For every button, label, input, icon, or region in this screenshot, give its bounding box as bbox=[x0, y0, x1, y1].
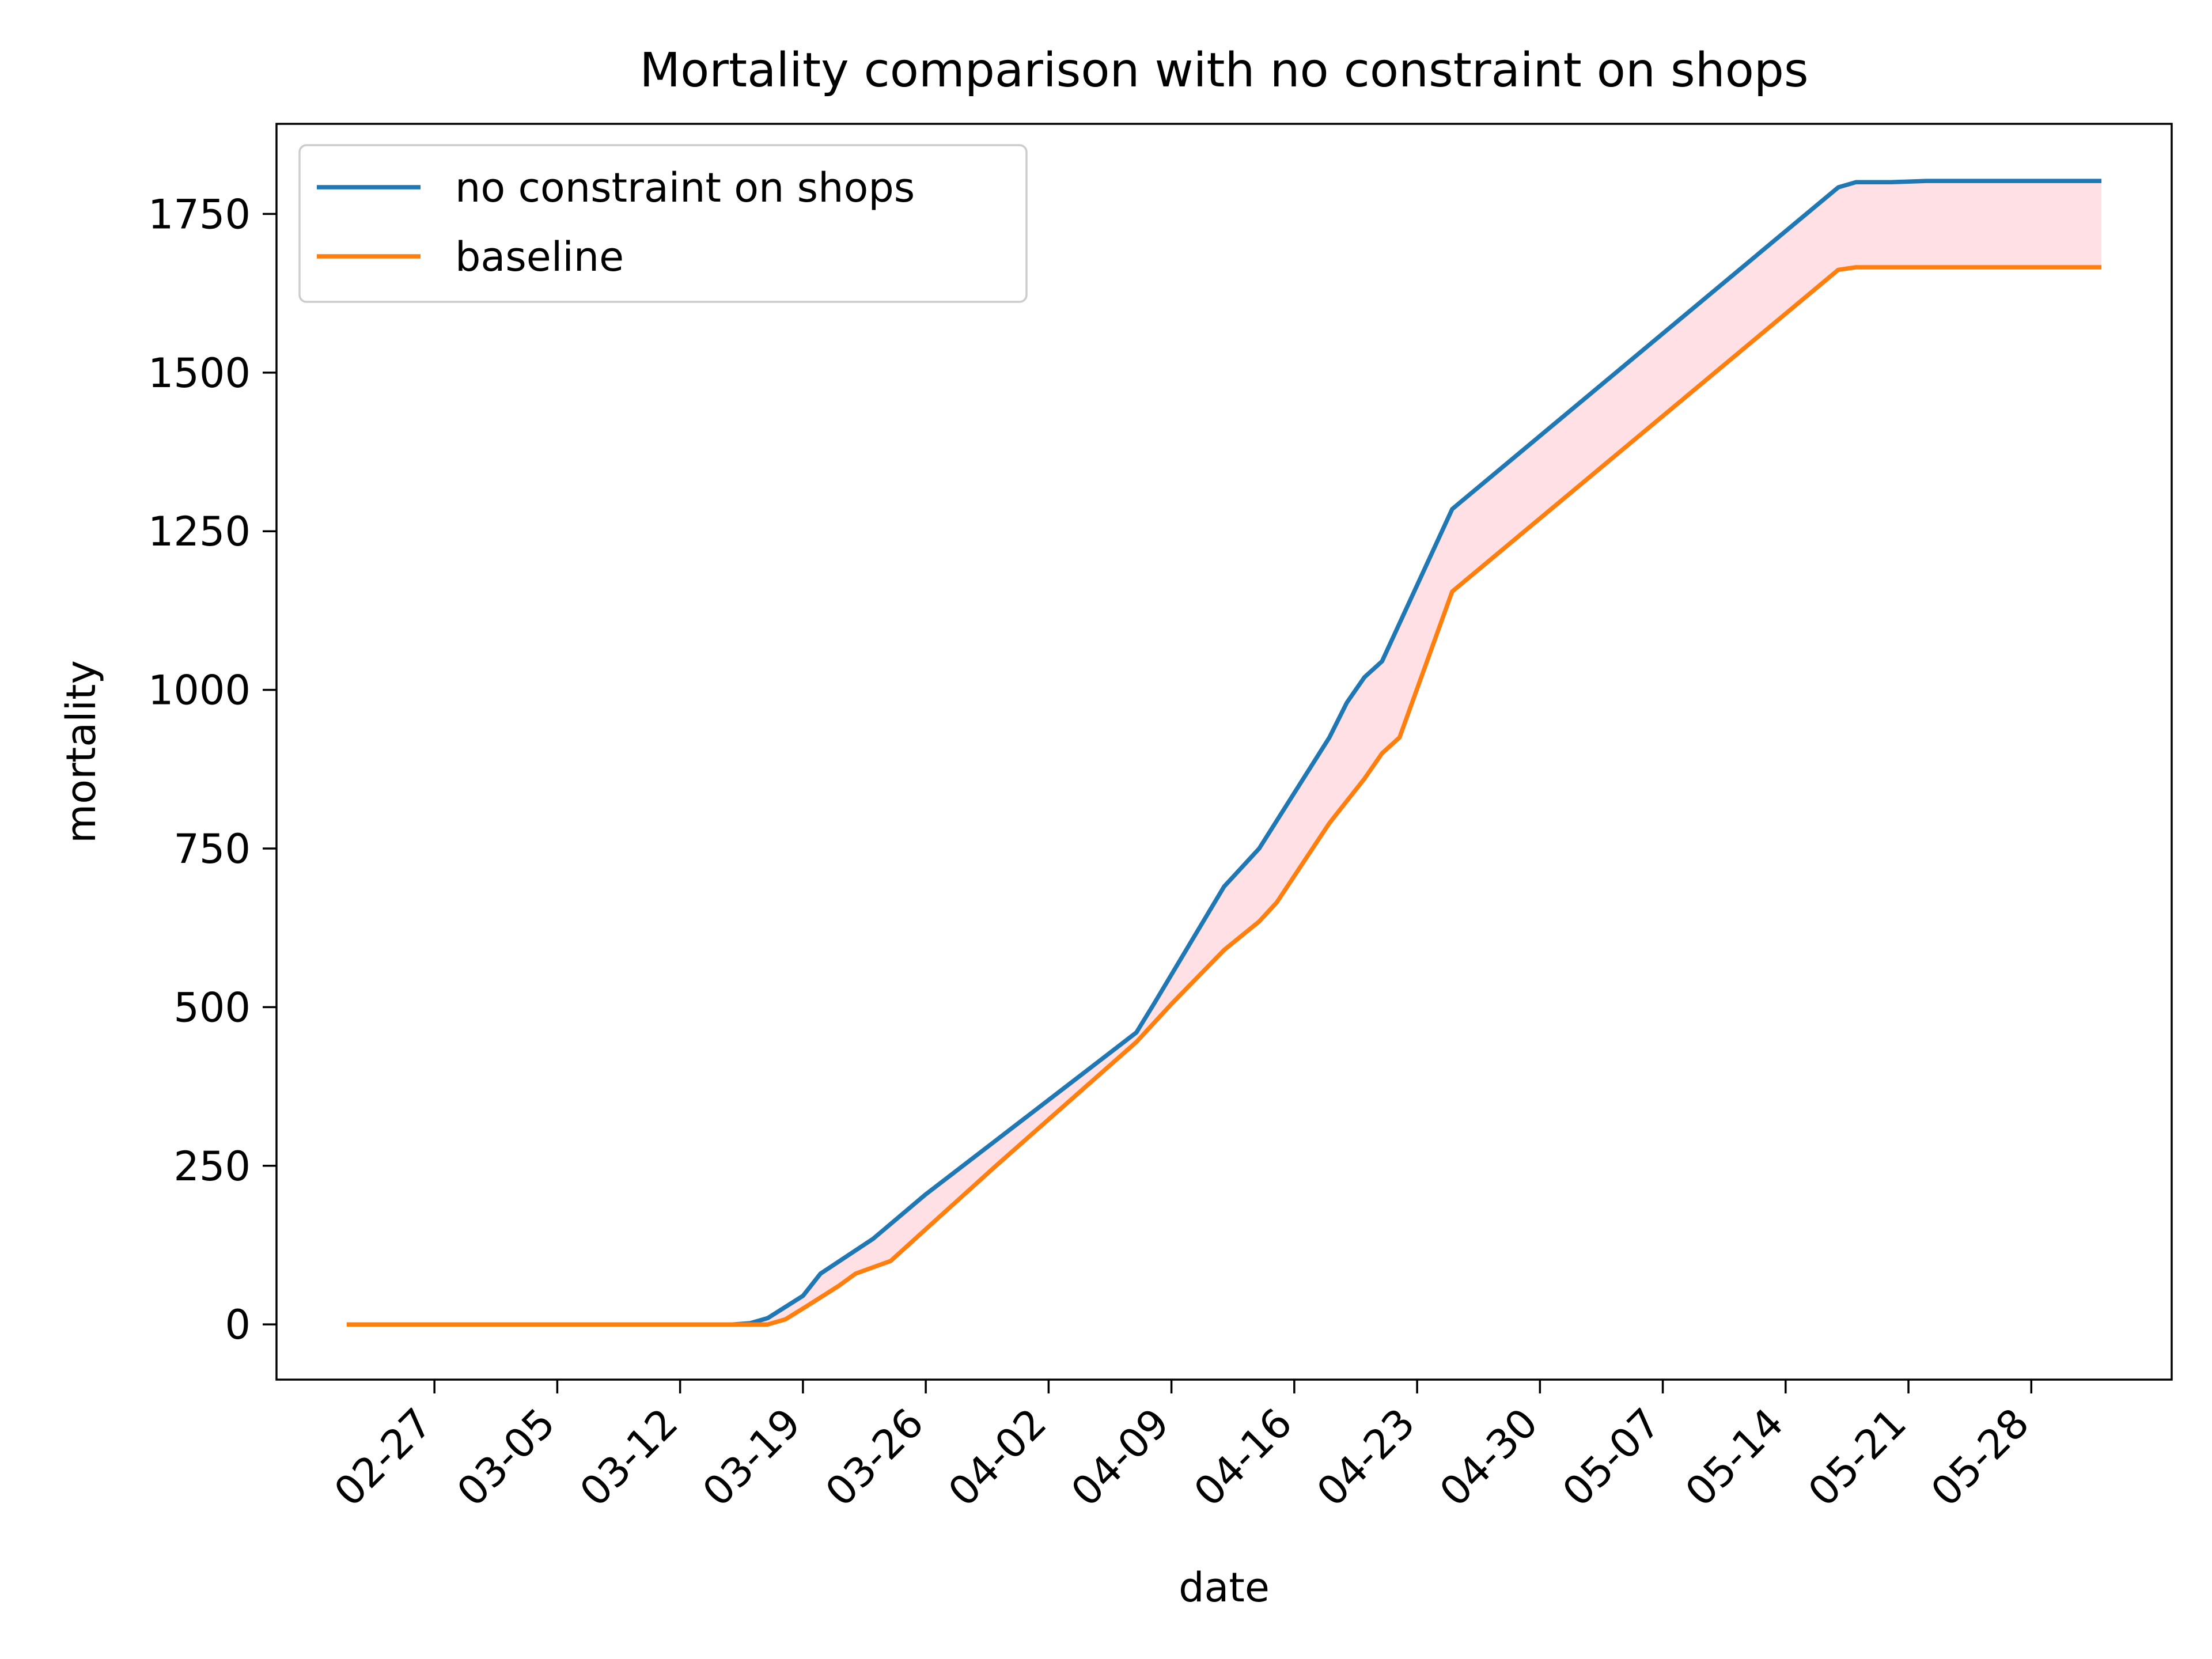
y-axis-ticks: 0 250 500 750 1000 1250 1500 1750 bbox=[148, 191, 276, 1349]
y-tick-label: 750 bbox=[173, 825, 251, 873]
axes-frame bbox=[275, 123, 2173, 1381]
series-line-1 bbox=[346, 265, 2102, 1327]
y-tick-label: 250 bbox=[173, 1143, 251, 1190]
y-axis-label: mortality bbox=[58, 660, 105, 843]
legend-label-no-constraint: no constraint on shops bbox=[455, 164, 915, 211]
legend-box bbox=[298, 144, 1028, 303]
y-tick-label: 1500 bbox=[148, 350, 251, 397]
chart-title: Mortality comparison with no constraint … bbox=[639, 43, 1808, 98]
legend-label-baseline: baseline bbox=[455, 233, 624, 281]
legend: no constraint on shops baseline bbox=[298, 144, 1028, 303]
y-tick-label: 1250 bbox=[148, 508, 251, 555]
y-tick-label: 1750 bbox=[148, 191, 251, 238]
series-lines bbox=[346, 179, 2102, 1327]
y-tick-label: 500 bbox=[173, 984, 251, 1031]
x-axis-label: date bbox=[1179, 1564, 1270, 1611]
y-tick-label: 1000 bbox=[148, 667, 251, 714]
series-line-0 bbox=[346, 179, 2102, 1327]
y-tick-label: 0 bbox=[225, 1301, 251, 1349]
